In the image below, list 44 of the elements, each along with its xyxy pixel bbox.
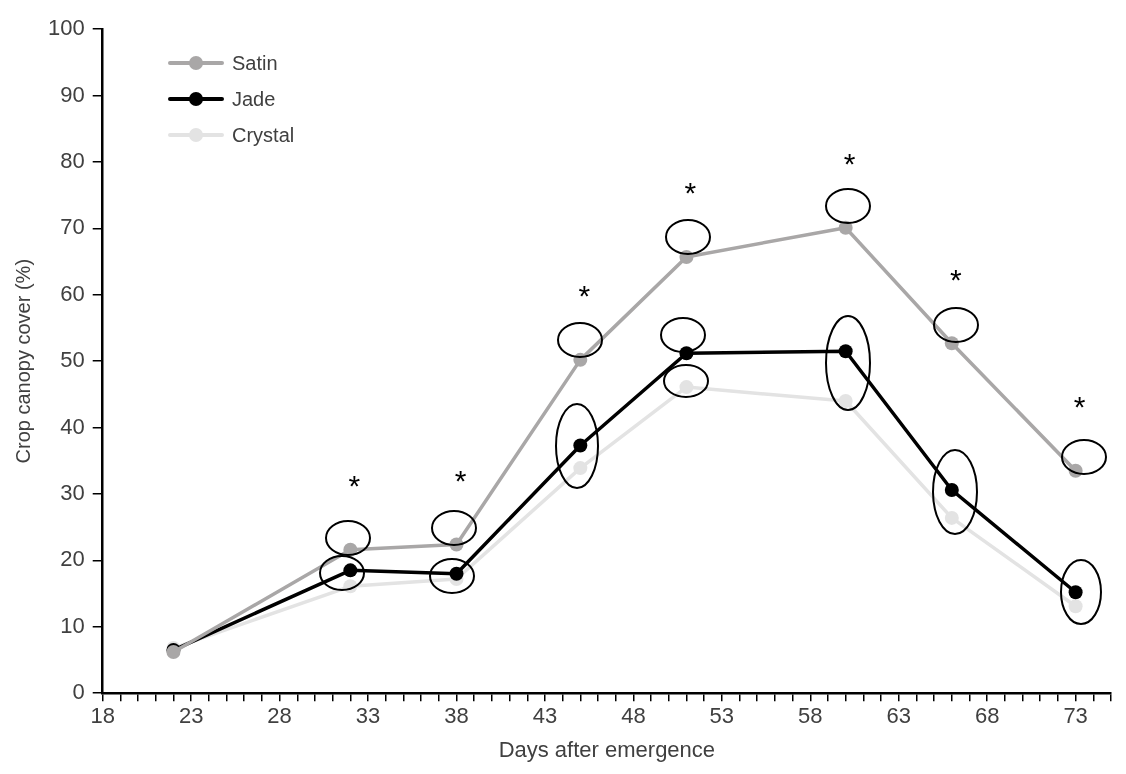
point	[343, 563, 358, 578]
y-tick-label: 70	[60, 214, 85, 240]
y-tick-label: 0	[72, 679, 85, 705]
y-tick-label: 100	[47, 15, 85, 41]
y-tick-label: 90	[60, 81, 85, 107]
x-tick-label: 73	[1063, 703, 1088, 729]
x-tick-label: 33	[355, 703, 381, 729]
x-tick-label: 53	[709, 703, 735, 729]
legend-label: Satin	[232, 51, 278, 75]
x-tick-label: 28	[267, 703, 292, 729]
x-axis-title: Days after emergence	[498, 736, 716, 762]
y-tick-label: 40	[60, 413, 85, 439]
x-tick-label: 18	[90, 703, 115, 729]
point	[944, 510, 959, 525]
y-axis-title: Crop canopy cover (%)	[11, 258, 34, 464]
x-tick-label: 68	[974, 703, 1000, 729]
annotation: *	[949, 262, 962, 296]
y-tick-label: 80	[60, 148, 85, 174]
point	[838, 394, 853, 409]
y-tick-label: 50	[60, 347, 85, 373]
point	[1068, 599, 1083, 614]
annotation: *	[578, 279, 591, 313]
point	[838, 344, 853, 359]
x-tick-label: 48	[621, 703, 646, 729]
point	[573, 461, 588, 476]
x-tick-label: 63	[886, 703, 911, 729]
annotation: *	[348, 469, 361, 503]
legend-label: Crystal	[232, 123, 295, 147]
annotation: *	[1073, 390, 1086, 424]
x-tick-label: 43	[532, 703, 558, 729]
y-tick-label: 60	[60, 280, 85, 306]
legend-label: Jade	[232, 87, 276, 111]
x-tick-label: 23	[178, 703, 204, 729]
y-tick-label: 10	[60, 612, 85, 638]
point	[573, 438, 588, 453]
x-tick-label: 38	[444, 703, 469, 729]
point	[944, 483, 959, 498]
annotation: *	[454, 463, 467, 497]
y-tick-label: 30	[60, 480, 85, 506]
y-tick-label: 20	[60, 546, 85, 572]
annotation: *	[684, 176, 697, 210]
point	[1068, 585, 1083, 600]
annotation: *	[843, 147, 856, 180]
x-tick-label: 58	[798, 703, 823, 729]
